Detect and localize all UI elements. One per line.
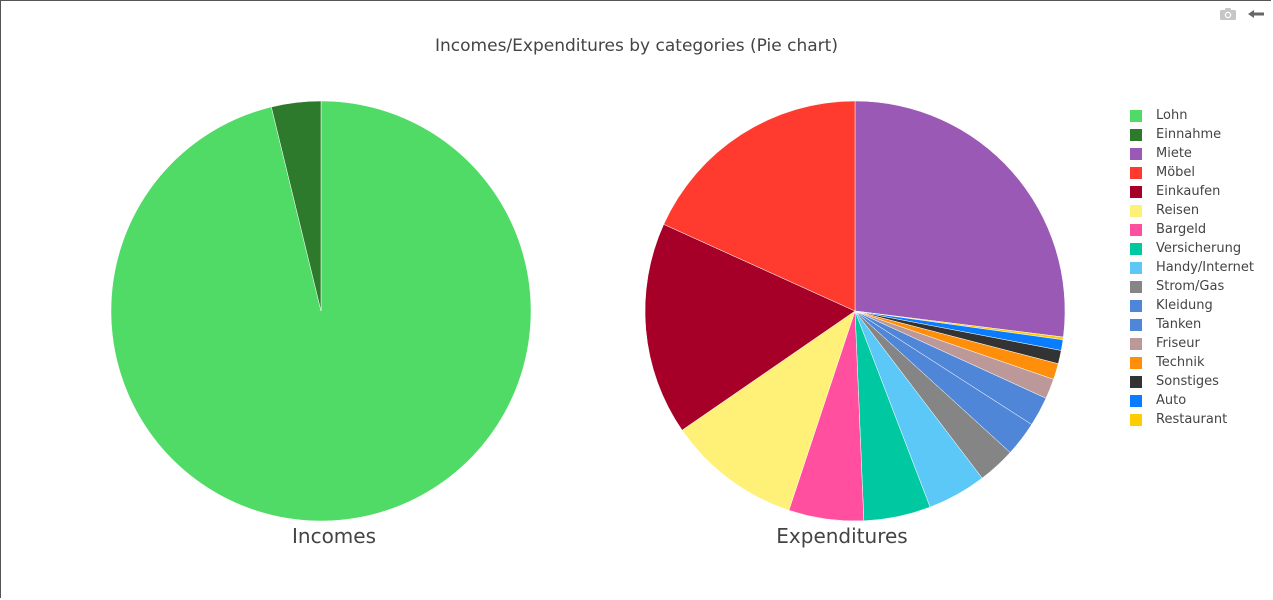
legend-label: Miete [1156,146,1192,161]
legend-swatch [1130,318,1142,331]
legend-swatch [1130,185,1142,198]
pie-expenditures [644,100,1066,522]
legend-swatch [1130,394,1142,407]
legend-label: Lohn [1156,108,1188,123]
legend-swatch [1130,109,1142,122]
legend-label: Einnahme [1156,127,1222,142]
legend-item-auto[interactable]: Auto [1130,391,1254,410]
back-arrow-icon[interactable] [1247,6,1267,22]
legend-item-versicherung[interactable]: Versicherung [1130,239,1254,258]
legend-swatch [1130,242,1142,255]
chart-title: Incomes/Expenditures by categories (Pie … [435,36,838,56]
pie-slice-reisen[interactable] [681,310,856,511]
legend-label: Sonstiges [1156,374,1219,389]
legend-item-einnahme[interactable]: Einnahme [1130,125,1254,144]
legend-swatch [1130,337,1142,350]
legend-swatch [1130,261,1142,274]
legend-label: Versicherung [1156,241,1242,256]
legend-label: Handy/Internet [1156,260,1254,275]
legend-swatch [1130,147,1142,160]
legend-item-restaurant[interactable]: Restaurant [1130,410,1254,429]
pie-slice-einnahme[interactable] [271,100,322,312]
legend-item-friseur[interactable]: Friseur [1130,334,1254,353]
legend-item-strom-gas[interactable]: Strom/Gas [1130,277,1254,296]
legend-label: Strom/Gas [1156,279,1225,294]
legend-item-handy-internet[interactable]: Handy/Internet [1130,258,1254,277]
pie-slice-miete[interactable] [854,100,1066,338]
legend-label: Restaurant [1156,412,1228,427]
legend-item-reisen[interactable]: Reisen [1130,201,1254,220]
legend-label: Einkaufen [1156,184,1221,199]
legend-swatch [1130,356,1142,369]
legend-item-technik[interactable]: Technik [1130,353,1254,372]
legend-swatch [1130,280,1142,293]
legend-item-tanken[interactable]: Tanken [1130,315,1254,334]
legend-swatch [1130,223,1142,236]
legend-label: Technik [1156,355,1205,370]
legend-label: Reisen [1156,203,1200,218]
legend-item-miete[interactable]: Miete [1130,144,1254,163]
legend-label: Friseur [1156,336,1200,351]
legend-swatch [1130,204,1142,217]
pie-incomes [110,100,532,522]
legend-swatch [1130,128,1142,141]
legend-item-m-bel[interactable]: Möbel [1130,163,1254,182]
camera-icon[interactable] [1219,6,1239,22]
legend-item-lohn[interactable]: Lohn [1130,106,1254,125]
legend-label: Möbel [1156,165,1196,180]
pie-label-expenditures: Expenditures [776,524,908,548]
legend-label: Kleidung [1156,298,1213,313]
legend: Lohn Einnahme Miete Möbel Einkaufen Reisen Bar… [1130,106,1254,429]
legend-item-bargeld[interactable]: Bargeld [1130,220,1254,239]
legend-item-einkaufen[interactable]: Einkaufen [1130,182,1254,201]
legend-swatch [1130,166,1142,179]
legend-swatch [1130,299,1142,312]
legend-label: Bargeld [1156,222,1207,237]
legend-label: Tanken [1156,317,1202,332]
modebar [1219,6,1267,22]
legend-item-kleidung[interactable]: Kleidung [1130,296,1254,315]
legend-item-sonstiges[interactable]: Sonstiges [1130,372,1254,391]
legend-label: Auto [1156,393,1187,408]
pie-slice-m-bel[interactable] [663,100,856,312]
pie-label-incomes: Incomes [291,524,377,548]
legend-swatch [1130,375,1142,388]
pie-slice-einkaufen[interactable] [644,223,856,431]
legend-swatch [1130,413,1142,426]
